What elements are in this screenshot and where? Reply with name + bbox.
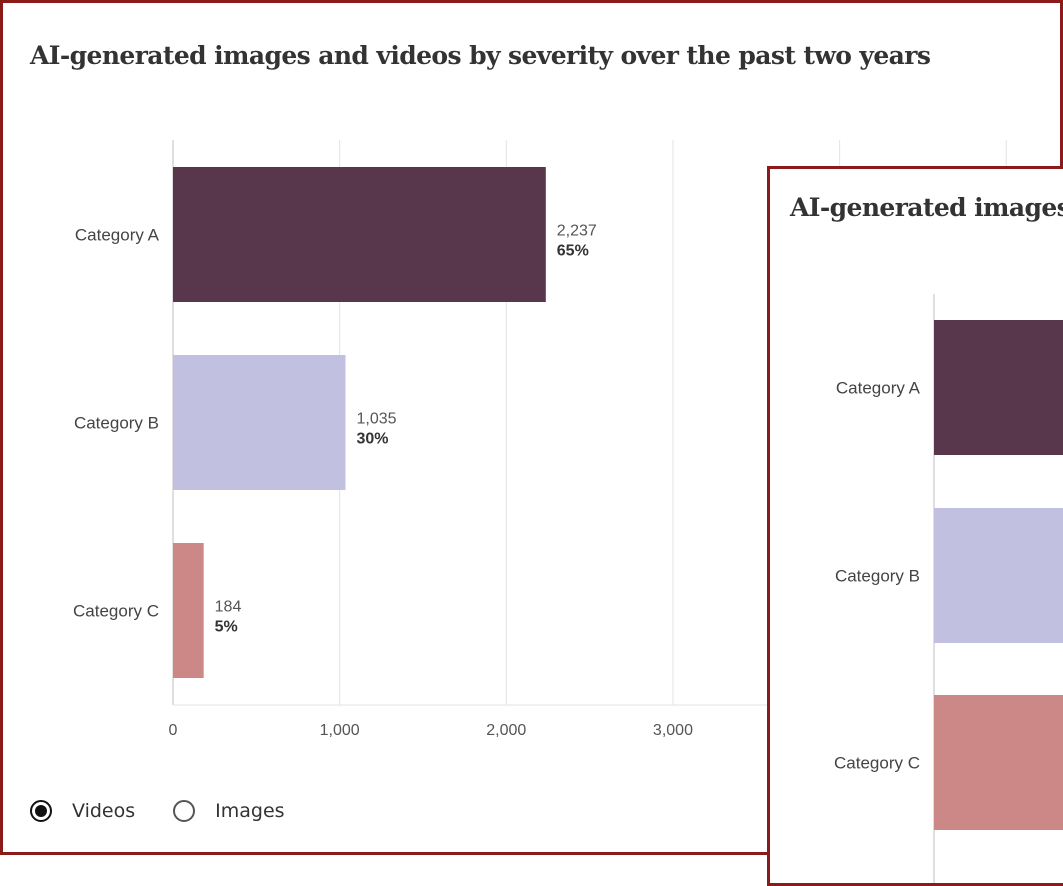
category-label: Category C — [834, 754, 920, 773]
bar-percent-label: 5% — [215, 619, 238, 636]
category-label: Category B — [74, 414, 159, 433]
bar — [934, 320, 1063, 455]
bar — [173, 167, 546, 302]
bar — [173, 355, 346, 490]
bar — [173, 543, 204, 678]
bar-value-label: 184 — [215, 599, 242, 616]
toggle-videos-label: Videos — [72, 800, 136, 822]
inset-chart-title: AI-generated images — [790, 193, 1063, 222]
x-tick-label: 1,000 — [320, 722, 360, 739]
bar-percent-label: 65% — [557, 243, 589, 260]
x-tick-label: 2,000 — [486, 722, 526, 739]
bar — [934, 695, 1063, 830]
toggle-videos[interactable]: Videos — [30, 800, 135, 822]
bar-value-label: 2,237 — [557, 223, 597, 240]
category-label: Category C — [73, 602, 159, 621]
bar-chart-main: 0 1,000 2,000 3,000 Category A 2,237 65% Catego… — [73, 140, 1060, 739]
radio-images-icon[interactable] — [173, 800, 196, 822]
bar-percent-label: 30% — [356, 431, 388, 448]
category-label: Category A — [75, 226, 160, 245]
series-toggle: Videos Images — [30, 800, 323, 822]
toggle-images[interactable]: Images — [173, 800, 285, 822]
x-tick-label: 0 — [169, 722, 178, 739]
bar-value-label: 1,035 — [356, 411, 396, 428]
category-label: Category A — [836, 379, 921, 398]
chart-title: AI-generated images and videos by severi… — [30, 41, 931, 70]
bar-chart-inset: Category A Category B Category C — [834, 294, 1063, 883]
toggle-images-label: Images — [215, 800, 285, 822]
category-label: Category B — [835, 567, 920, 586]
radio-videos-icon[interactable] — [30, 800, 52, 822]
bar — [934, 508, 1063, 643]
chart-panel-inset: AI-generated images Category A Category B… — [767, 166, 1063, 886]
x-tick-label: 3,000 — [653, 722, 693, 739]
